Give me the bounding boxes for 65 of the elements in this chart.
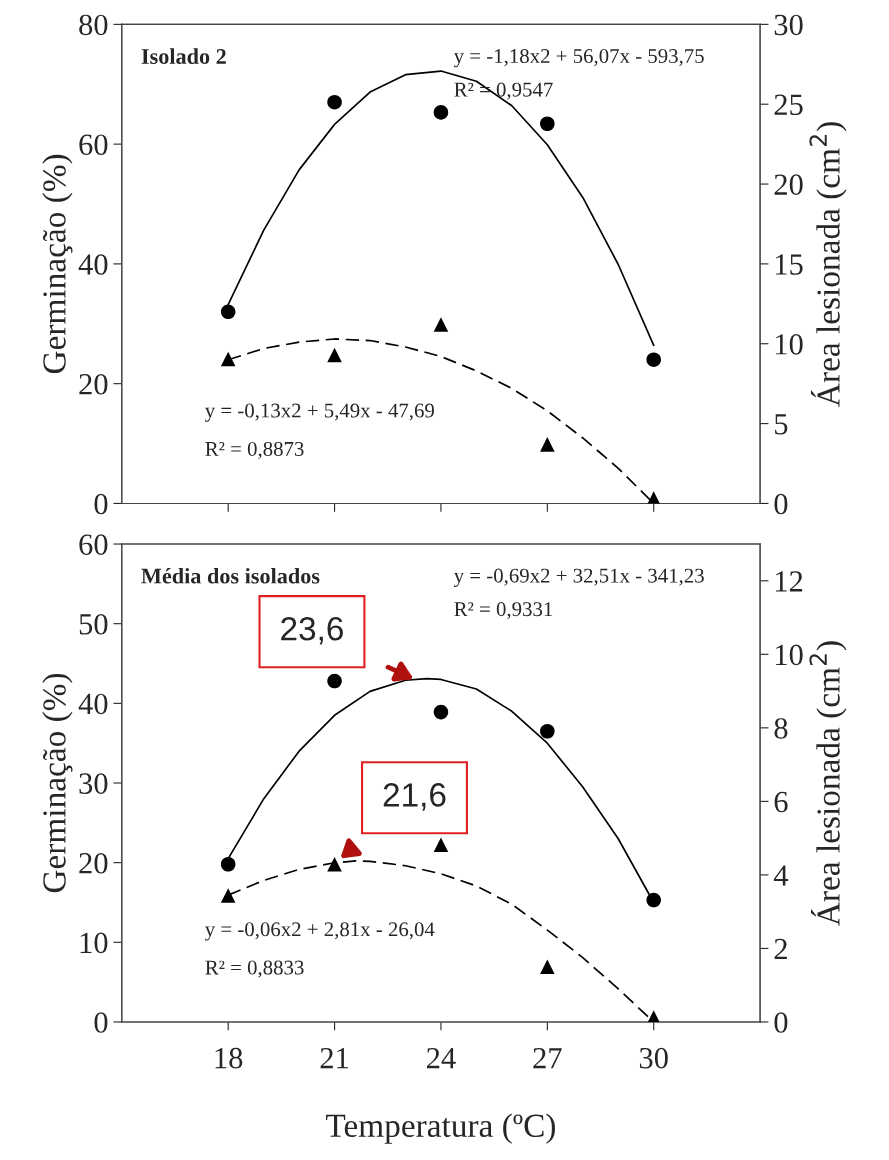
y-tick-label: 10 bbox=[80, 932, 108, 954]
point bbox=[433, 704, 449, 720]
y2-tick-label: 10 bbox=[775, 644, 803, 666]
annotation: 21,6 bbox=[383, 783, 446, 811]
annotation: R² = 0,8833 bbox=[205, 960, 304, 978]
point bbox=[646, 352, 661, 367]
x-tick-label: 21 bbox=[320, 1047, 348, 1069]
y-tick-label: 20 bbox=[79, 373, 108, 395]
point bbox=[646, 892, 661, 908]
x-tick-label: 30 bbox=[639, 1047, 668, 1069]
y2-tick-label: 30 bbox=[774, 14, 803, 36]
y2-tick-label: 10 bbox=[775, 334, 803, 355]
point bbox=[327, 94, 342, 110]
y-tick-label: 60 bbox=[79, 134, 108, 156]
y-tick-label: 0 bbox=[94, 1012, 108, 1033]
y2-tick-label: 5 bbox=[775, 414, 788, 435]
annotation: y = -0,06x2 + 2,81x - 26,04 bbox=[205, 922, 435, 941]
text: Média dos isolados bbox=[141, 567, 320, 584]
y2-tick-label: 12 bbox=[775, 571, 803, 592]
annotation: R² = 0,9331 bbox=[454, 602, 553, 620]
point bbox=[433, 105, 449, 120]
y2-tick-label: 0 bbox=[774, 493, 788, 515]
y2-axis-title: Área lesionada (cm$^{2}$) bbox=[809, 122, 847, 407]
y2-tick-label: 4 bbox=[773, 865, 789, 886]
x-tick-label: 24 bbox=[427, 1047, 456, 1069]
x-tick-label: 18 bbox=[215, 1047, 243, 1069]
y2-tick-label: 0 bbox=[774, 1012, 788, 1033]
y2-tick-label: 8 bbox=[774, 718, 788, 739]
point bbox=[540, 116, 555, 132]
y-tick-label: 40 bbox=[78, 254, 108, 275]
y2-tick-label: 20 bbox=[774, 174, 803, 195]
annotation: 23,6 bbox=[281, 616, 343, 645]
point bbox=[220, 351, 236, 367]
point bbox=[220, 304, 236, 320]
point bbox=[540, 723, 555, 739]
annotation: y = -0,13x2 + 5,49x - 47,69 bbox=[205, 403, 434, 422]
annotation: y = -0,69x2 + 32,51x - 341,23 bbox=[453, 568, 704, 587]
y-tick-label: 0 bbox=[94, 493, 108, 515]
y-axis-title: Germinação (%) bbox=[42, 154, 73, 374]
y-tick-label: 80 bbox=[79, 14, 108, 36]
point bbox=[433, 837, 449, 853]
y2-tick-label: 6 bbox=[774, 791, 788, 813]
annotation: R² = 0,8873 bbox=[205, 441, 304, 459]
y-tick-label: 50 bbox=[79, 613, 108, 635]
point bbox=[540, 959, 555, 975]
text: Isolado 2 bbox=[141, 48, 226, 64]
y2-tick-label: 25 bbox=[774, 94, 803, 116]
point bbox=[220, 856, 236, 872]
point bbox=[220, 888, 236, 903]
x-axis-title: Temperatura (ºC) bbox=[326, 1113, 555, 1144]
point bbox=[327, 347, 342, 363]
annotation: y = -1,18x2 + 56,07x - 593,75 bbox=[453, 48, 704, 68]
y-tick-label: 60 bbox=[79, 534, 108, 555]
y-tick-label: 30 bbox=[79, 773, 108, 794]
y2-tick-label: 2 bbox=[774, 938, 787, 960]
y2-tick-label: 15 bbox=[775, 254, 803, 275]
point bbox=[327, 673, 342, 689]
y2-axis-title: Área lesionada (cm$^{2}$) bbox=[809, 641, 847, 926]
point bbox=[433, 317, 449, 332]
x-tick-label: 27 bbox=[533, 1047, 562, 1069]
point bbox=[327, 856, 342, 872]
y-tick-label: 20 bbox=[79, 852, 108, 874]
point bbox=[540, 437, 555, 452]
y-axis-title: Germinação (%) bbox=[42, 673, 73, 893]
y-tick-label: 40 bbox=[78, 693, 108, 715]
